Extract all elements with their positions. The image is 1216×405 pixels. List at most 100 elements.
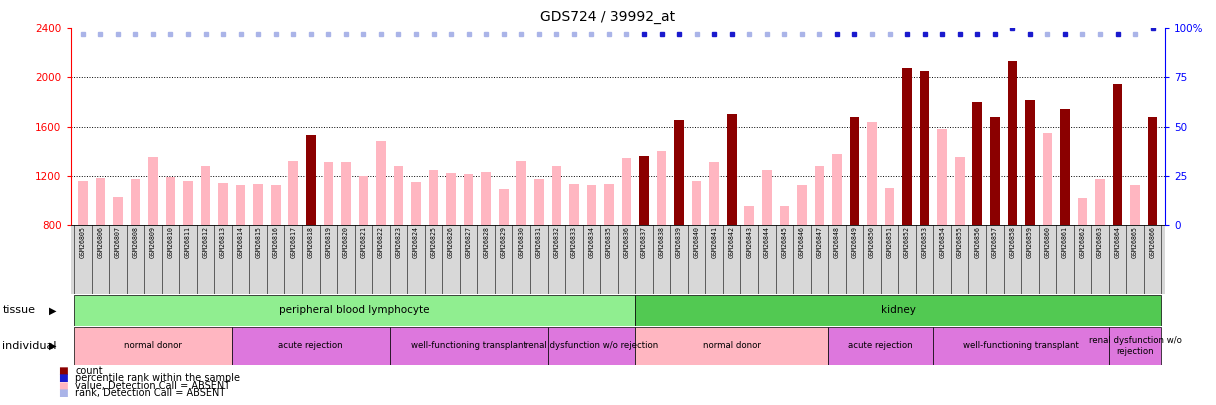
Bar (446, 173, 456, 225)
Text: GSM26834: GSM26834 (589, 226, 595, 258)
Bar (692, 181, 702, 225)
Text: rank, Detection Call = ABSENT: rank, Detection Call = ABSENT (75, 388, 226, 398)
Text: GSM26841: GSM26841 (711, 226, 717, 258)
Text: well-functioning transplant: well-functioning transplant (963, 341, 1079, 350)
Bar (569, 184, 579, 225)
Text: peripheral blood lymphocyte: peripheral blood lymphocyte (280, 305, 430, 315)
Text: well-functioning transplant: well-functioning transplant (411, 341, 527, 350)
Text: value, Detection Call = ABSENT: value, Detection Call = ABSENT (75, 381, 231, 390)
Bar (1148, 117, 1158, 225)
Text: GSM26861: GSM26861 (1062, 226, 1068, 258)
Text: GSM26842: GSM26842 (728, 226, 734, 258)
Bar (74, 327, 232, 364)
Text: ■: ■ (58, 366, 68, 376)
Text: GSM26814: GSM26814 (237, 226, 243, 258)
Text: GSM26837: GSM26837 (641, 226, 647, 258)
Text: kidney: kidney (880, 305, 916, 315)
Bar (1060, 109, 1070, 225)
Bar (1096, 179, 1105, 225)
Text: GSM26809: GSM26809 (150, 226, 156, 258)
Bar (232, 327, 389, 364)
Text: GSM26820: GSM26820 (343, 226, 349, 258)
Text: GSM26826: GSM26826 (449, 226, 454, 258)
Text: GSM26855: GSM26855 (957, 226, 963, 258)
Text: GSM26812: GSM26812 (203, 226, 209, 258)
Text: GSM26866: GSM26866 (1149, 226, 1155, 258)
Text: GSM26839: GSM26839 (676, 226, 682, 258)
Text: acute rejection: acute rejection (849, 341, 913, 350)
Bar (552, 166, 561, 225)
Text: renal dysfunction w/o
rejection: renal dysfunction w/o rejection (1088, 336, 1182, 356)
Text: GSM26830: GSM26830 (518, 226, 524, 258)
Text: acute rejection: acute rejection (278, 341, 343, 350)
Text: GSM26836: GSM26836 (624, 226, 630, 258)
Bar (165, 177, 175, 225)
Text: GSM26851: GSM26851 (886, 226, 893, 258)
Bar (621, 158, 631, 225)
Text: ■: ■ (58, 381, 68, 390)
Bar (744, 207, 754, 225)
Text: GSM26864: GSM26864 (1115, 226, 1121, 258)
Text: GSM26833: GSM26833 (570, 226, 576, 258)
Bar (973, 102, 983, 225)
Bar (482, 172, 491, 225)
Bar (271, 185, 281, 225)
Bar (394, 166, 404, 225)
Text: percentile rank within the sample: percentile rank within the sample (75, 373, 241, 383)
Text: GSM26821: GSM26821 (360, 226, 366, 258)
Text: GSM26853: GSM26853 (922, 226, 928, 258)
Text: GSM26862: GSM26862 (1080, 226, 1086, 258)
Bar (709, 162, 719, 225)
Bar (499, 189, 508, 225)
Bar (675, 120, 683, 225)
Text: GSM26829: GSM26829 (501, 226, 507, 258)
Bar (376, 141, 385, 225)
Text: GSM26860: GSM26860 (1045, 226, 1051, 258)
Bar (938, 129, 947, 225)
Bar (1131, 185, 1139, 225)
Text: GSM26806: GSM26806 (97, 226, 103, 258)
Text: GSM26808: GSM26808 (133, 226, 139, 258)
Bar (389, 327, 547, 364)
Text: ■: ■ (58, 388, 68, 398)
Text: renal dysfunction w/o rejection: renal dysfunction w/o rejection (525, 341, 658, 350)
Bar (1025, 100, 1035, 225)
Text: count: count (75, 366, 103, 376)
Text: GSM26811: GSM26811 (185, 226, 191, 258)
Bar (517, 161, 527, 225)
Bar (323, 162, 333, 225)
Bar (429, 170, 439, 225)
Bar (604, 184, 614, 225)
Bar (990, 117, 1000, 225)
Bar (148, 157, 158, 225)
Bar (919, 71, 929, 225)
Text: GSM26840: GSM26840 (693, 226, 699, 258)
Bar (1113, 83, 1122, 225)
Text: GSM26849: GSM26849 (851, 226, 857, 258)
Text: ■: ■ (58, 373, 68, 383)
Bar (236, 185, 246, 225)
Text: GSM26863: GSM26863 (1097, 226, 1103, 258)
Text: GSM26818: GSM26818 (308, 226, 314, 258)
Text: GSM26852: GSM26852 (905, 226, 910, 258)
Bar (727, 114, 737, 225)
Bar (74, 295, 635, 326)
Bar (657, 151, 666, 225)
Text: GSM26817: GSM26817 (291, 226, 297, 258)
Text: GSM26832: GSM26832 (553, 226, 559, 258)
Text: GSM26857: GSM26857 (992, 226, 998, 258)
Text: GSM26835: GSM26835 (606, 226, 612, 258)
Text: GSM26819: GSM26819 (326, 226, 331, 258)
Bar (828, 327, 934, 364)
Text: GSM26831: GSM26831 (536, 226, 542, 258)
Bar (253, 184, 263, 225)
Bar (463, 175, 473, 225)
Text: individual: individual (2, 341, 57, 351)
Text: GSM26807: GSM26807 (114, 226, 120, 258)
Bar (796, 185, 806, 225)
Text: GSM26845: GSM26845 (782, 226, 787, 258)
Bar (850, 117, 860, 225)
Text: GSM26816: GSM26816 (272, 226, 278, 258)
Text: GSM26844: GSM26844 (764, 226, 770, 258)
Text: GDS724 / 39992_at: GDS724 / 39992_at (540, 10, 676, 24)
